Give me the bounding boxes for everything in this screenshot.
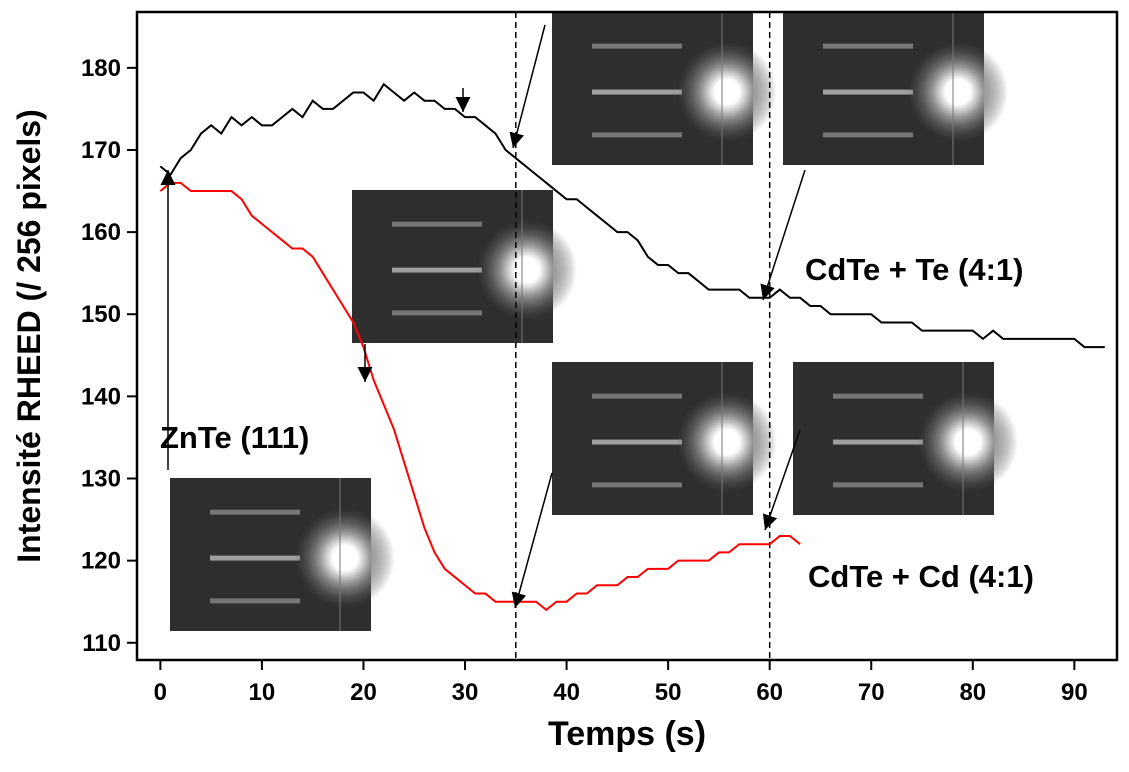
streak — [210, 509, 300, 515]
x-tick-label: 10 — [249, 679, 276, 706]
x-tick-label: 50 — [655, 679, 682, 706]
streak — [392, 267, 482, 273]
y-tick-label: 150 — [81, 301, 121, 328]
streak — [833, 482, 923, 488]
annotation: CdTe + Te (4:1) — [805, 252, 1023, 287]
streak — [592, 132, 682, 138]
streak — [592, 439, 682, 445]
glow — [908, 42, 1008, 142]
streak — [392, 310, 482, 316]
streak — [823, 89, 913, 95]
streak — [823, 43, 913, 49]
x-tick-label: 0 — [154, 679, 167, 706]
y-tick-label: 140 — [81, 383, 121, 410]
glow — [918, 392, 1018, 492]
x-tick-label: 20 — [350, 679, 377, 706]
streak — [210, 598, 300, 604]
rheed-inset — [170, 478, 395, 631]
rheed-inset — [552, 12, 777, 165]
y-tick-label: 120 — [81, 548, 121, 575]
streak — [592, 393, 682, 399]
x-axis-label: Temps (s) — [548, 715, 706, 753]
y-tick-label: 160 — [81, 219, 121, 246]
plot-frame — [135, 10, 1119, 662]
glow — [677, 42, 777, 142]
arrow — [509, 24, 546, 149]
annotation: CdTe + Cd (4:1) — [808, 559, 1034, 594]
annotation: ZnTe (111) — [160, 420, 309, 455]
x-tick-label: 80 — [959, 679, 986, 706]
y-tick-label: 130 — [81, 465, 121, 492]
streak — [392, 221, 482, 227]
y-tick-label: 180 — [81, 55, 121, 82]
x-tick-label: 30 — [452, 679, 479, 706]
y-axis-label: Intensité RHEED (/ 256 pixels) — [11, 109, 47, 562]
y-tick-label: 110 — [82, 630, 121, 657]
data-line — [159, 181, 801, 612]
rheed-inset — [793, 362, 1018, 515]
streak — [592, 89, 682, 95]
arrow — [511, 472, 553, 609]
x-tick-label: 90 — [1061, 679, 1088, 706]
glow — [477, 220, 577, 320]
y-tick-label: 170 — [81, 137, 121, 164]
streak — [833, 439, 923, 445]
glow — [295, 508, 395, 608]
x-tick-label: 60 — [756, 679, 783, 706]
streak — [592, 43, 682, 49]
streak — [833, 393, 923, 399]
arrow — [762, 429, 801, 531]
streak — [823, 132, 913, 138]
streak — [592, 482, 682, 488]
streak — [210, 555, 300, 561]
glow — [677, 392, 777, 492]
rheed-inset — [552, 362, 777, 515]
rheed-inset — [352, 190, 577, 343]
rheed-inset — [783, 12, 1008, 165]
x-tick-label: 40 — [553, 679, 580, 706]
arrow — [760, 169, 806, 301]
data-line — [159, 82, 1105, 349]
x-tick-label: 70 — [858, 679, 885, 706]
